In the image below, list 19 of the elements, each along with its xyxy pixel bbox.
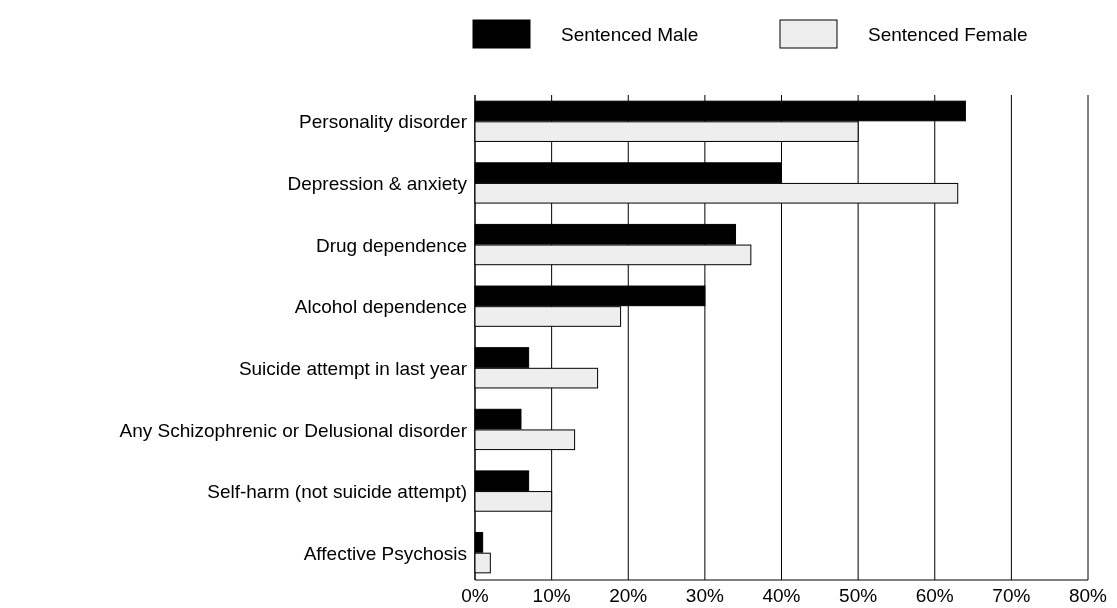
x-tick-label: 50% xyxy=(839,585,878,606)
y-tick-label: Any Schizophrenic or Delusional disorder xyxy=(119,419,468,441)
y-tick-label: Affective Psychosis xyxy=(303,542,467,564)
y-tick-label: Alcohol dependence xyxy=(294,296,467,318)
legend-label: Sentenced Female xyxy=(868,23,1028,45)
x-tick-label: 70% xyxy=(992,585,1031,606)
x-tick-label: 0% xyxy=(461,585,489,606)
x-tick-label: 20% xyxy=(609,585,648,606)
y-tick-label: Suicide attempt in last year xyxy=(238,357,468,379)
x-tick-label: 40% xyxy=(762,585,801,606)
y-tick-label: Personality disorder xyxy=(299,111,468,133)
y-tick-label: Drug dependence xyxy=(315,234,467,256)
x-tick-label: 30% xyxy=(685,585,724,606)
x-tick-label: 60% xyxy=(915,585,954,606)
y-tick-label: Depression & anxiety xyxy=(287,173,468,195)
y-tick-label: Self-harm (not suicide attempt) xyxy=(207,481,467,503)
x-tick-label: 10% xyxy=(532,585,571,606)
x-tick-label: 80% xyxy=(1068,585,1108,606)
legend-label: Sentenced Male xyxy=(561,23,699,45)
